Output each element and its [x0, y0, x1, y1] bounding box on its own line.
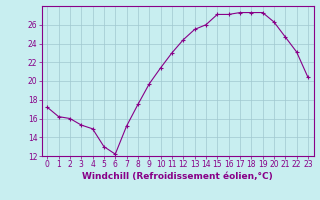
X-axis label: Windchill (Refroidissement éolien,°C): Windchill (Refroidissement éolien,°C) [82, 172, 273, 181]
